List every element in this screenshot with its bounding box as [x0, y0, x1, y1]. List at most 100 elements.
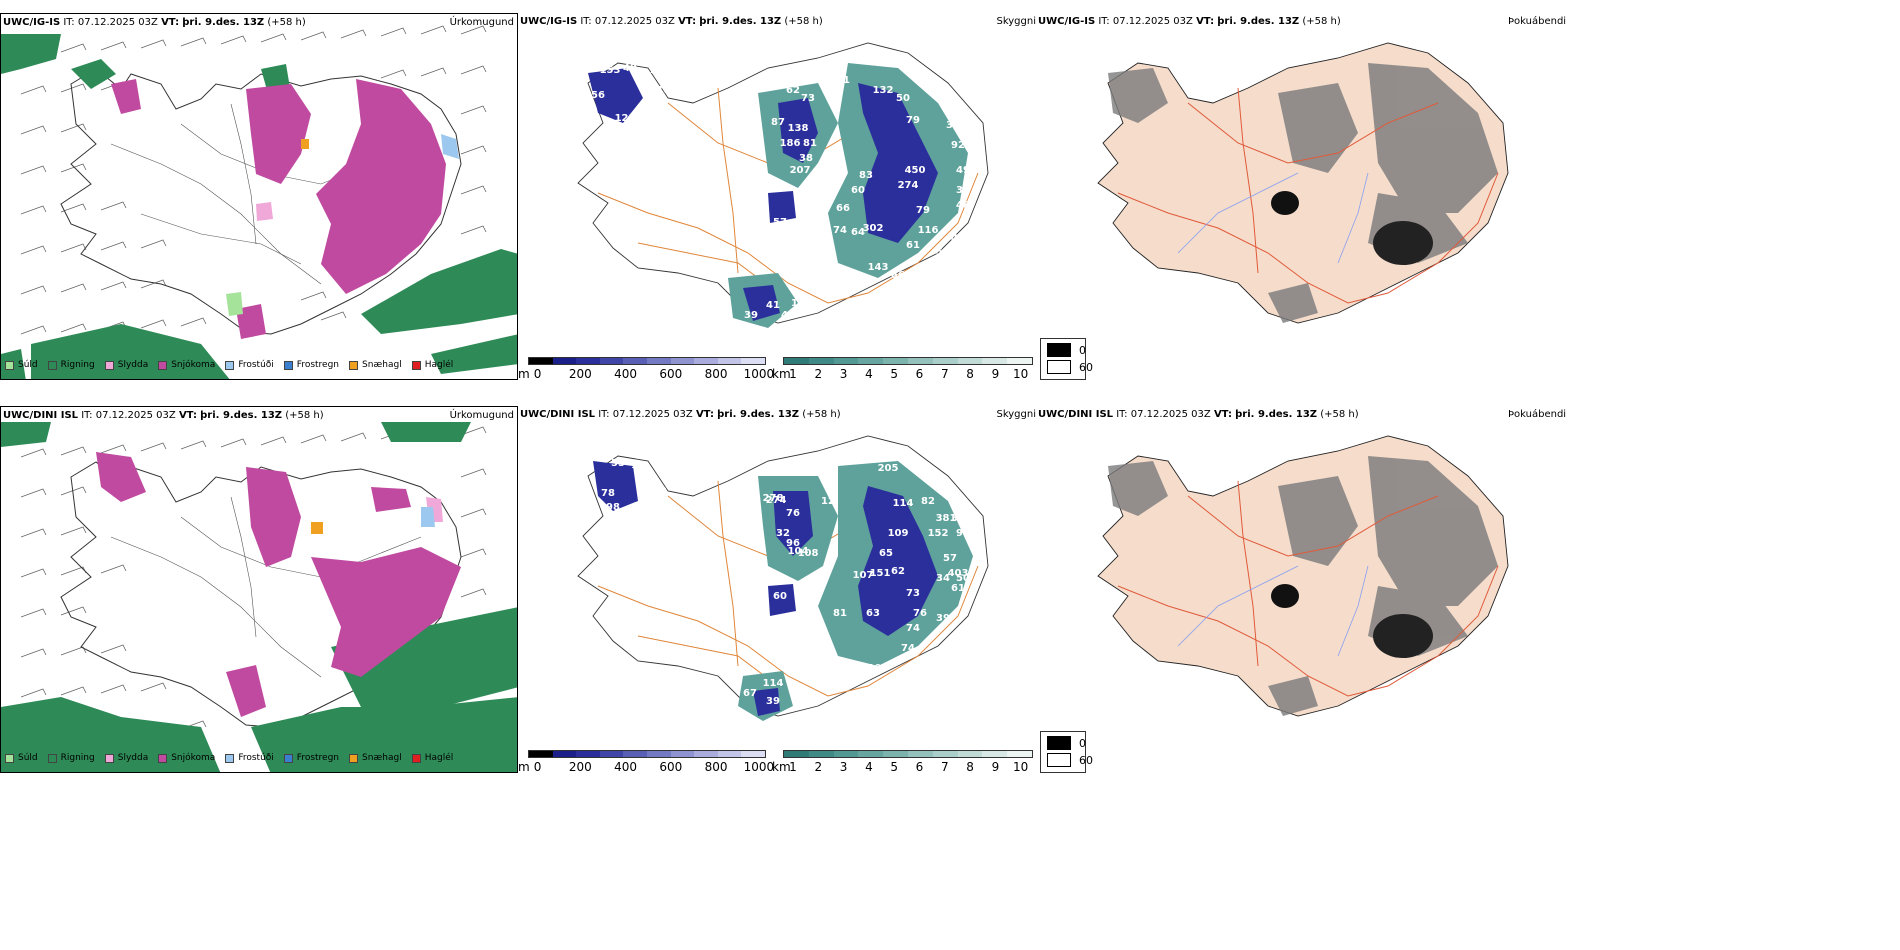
cloudbase-cell [623, 358, 647, 364]
visibility-cells [783, 357, 1033, 365]
cloud-base-label: 91 [836, 75, 850, 86]
visibility-cell [957, 358, 983, 364]
visibility-cell [907, 358, 933, 364]
legend-item: Haglél [411, 753, 453, 763]
cloud-base-label: 152 [928, 528, 949, 539]
cloud-base-label: 34 [936, 573, 950, 584]
cloud-base-label: 121 [615, 113, 636, 124]
legend-swatch [411, 360, 421, 370]
cloud-base-label: 12 [791, 298, 805, 309]
cloudbase-cell [576, 751, 600, 757]
precip-type-label-bottom: Úrkomugund [449, 410, 514, 421]
cloudbase-cell [694, 751, 718, 757]
visibility-tick: 8 [966, 367, 974, 380]
cloud-base-label: 32 [629, 127, 643, 138]
visibility-tick: 2 [814, 760, 823, 773]
cloud-base-label: 403 [948, 568, 969, 579]
legend-item: Snjókoma [158, 753, 215, 763]
cloud-base-label: 92 [653, 486, 667, 497]
precip-map-top [1, 25, 517, 379]
cloud-base-label: 62 [786, 85, 800, 96]
visibility-tick: 8 [966, 760, 974, 773]
legend-item: Haglél [411, 360, 453, 370]
visibility-tick: 5 [890, 367, 899, 380]
cloud-base-label: 50 [896, 93, 910, 104]
cloud-base-label: 186 [780, 138, 801, 149]
cloud-base-label: 81 [833, 608, 847, 619]
roads [1117, 480, 1499, 697]
visibility-tick: 1 [789, 367, 797, 380]
cloud-base-label: 12 [821, 496, 835, 507]
precip-panel-bottom: UWC/DINI ISL IT: 07.12.2025 03Z VT: þri.… [0, 406, 518, 773]
legend-swatch [225, 360, 235, 370]
legend-item: Frostregn [283, 360, 339, 370]
cloud-base-label: 41 [766, 300, 780, 311]
cloud-base-label: 74 [833, 225, 847, 236]
legend-swatch [411, 753, 421, 763]
fog-legend-row: 0 [1047, 343, 1086, 357]
cloud-areas [588, 63, 968, 328]
cloud-base-label: 63 [866, 608, 880, 619]
fog-title-bottom: UWC/DINI ISL IT: 07.12.2025 03Z VT: þri.… [1038, 409, 1359, 420]
visibility-cell [1007, 751, 1032, 757]
cloudbase-tick: 200 [568, 760, 592, 773]
legend-swatch [349, 360, 359, 370]
cloud-base-label: 108 [798, 548, 819, 559]
cloud-base-label: 151 [870, 568, 891, 579]
fog-legend-row: 60 [1047, 360, 1093, 374]
cloudbase-tick: 200 [568, 367, 592, 380]
visibility-tick: 2 [814, 367, 823, 380]
legend-swatch [283, 360, 293, 370]
cloud-base-label: 73 [906, 588, 920, 599]
cloud-base-label: 53 [936, 247, 950, 258]
cloudbase-tick: 800 [704, 760, 728, 773]
cloudbase-tick: 600 [659, 367, 683, 380]
legend-item: Frostregn [283, 753, 339, 763]
cloud-base-label: 107 [868, 663, 889, 674]
cloud-base-label: 73 [801, 93, 815, 104]
fog-legend-box [1047, 736, 1071, 750]
cloud-base-label: 55 [611, 458, 625, 469]
cloud-base-label: 76 [913, 608, 927, 619]
visibility-tick: 9 [991, 367, 1000, 380]
cloudbase-tick: 400 [614, 367, 638, 380]
cloud-base-label: 79 [916, 205, 930, 216]
cloud-base-label: 109 [888, 528, 909, 539]
visibility-cell [1007, 358, 1032, 364]
legend-swatch [225, 753, 235, 763]
precip-title-top: UWC/IG-IS IT: 07.12.2025 03Z VT: þri. 9.… [3, 17, 306, 28]
cloud-base-label: 114 [893, 498, 914, 509]
cloud-base-label: 47 [641, 115, 655, 126]
visibility-cell [982, 751, 1008, 757]
visibility-tick: 7 [940, 367, 949, 380]
cloud-base-label: 66 [836, 203, 850, 214]
visibility-cell [833, 358, 859, 364]
legend-item: Slydda [104, 360, 148, 370]
visibility-cell [858, 358, 884, 364]
visibility-cell [808, 751, 834, 757]
cloud-base-label: 274 [898, 180, 919, 191]
cloud-base-label: 67 [743, 688, 757, 699]
cloud-base-label: 450 [905, 165, 926, 176]
cloud-base-label: 92 [951, 140, 965, 151]
cloud-base-label: 40 [781, 310, 795, 321]
legend-item: Frostúði [225, 753, 274, 763]
cloudbase-cell [717, 358, 742, 364]
cloud-base-label: 49 [951, 233, 965, 244]
fog-legend-row: 0 [1047, 736, 1086, 750]
cloud-base-label: 207 [790, 165, 811, 176]
visibility-cell [957, 751, 983, 757]
visibility-tick: 3 [839, 367, 848, 380]
cloud-base-label: 118 [633, 523, 654, 534]
visibility-tick: 4 [865, 760, 873, 773]
fog-map-bottom [1097, 435, 1509, 717]
cloud-base-label: 74 [901, 643, 915, 654]
wind-barbs [20, 426, 487, 738]
fog-legend-row: 60 [1047, 753, 1093, 767]
cloudbase-colorbar-top: m 0 200 400 600 800 1000 km 1 2 3 4 [518, 357, 1038, 380]
cloudbase-colorbar-bottom: m 0 200 400 600 800 1000 km 1 2 3 4 [518, 750, 1038, 773]
cloudbase-unit: m [518, 760, 530, 773]
visibility-tick: 9 [991, 760, 1000, 773]
rivers [1177, 172, 1369, 264]
cloud-base-label: 56 [591, 90, 605, 101]
